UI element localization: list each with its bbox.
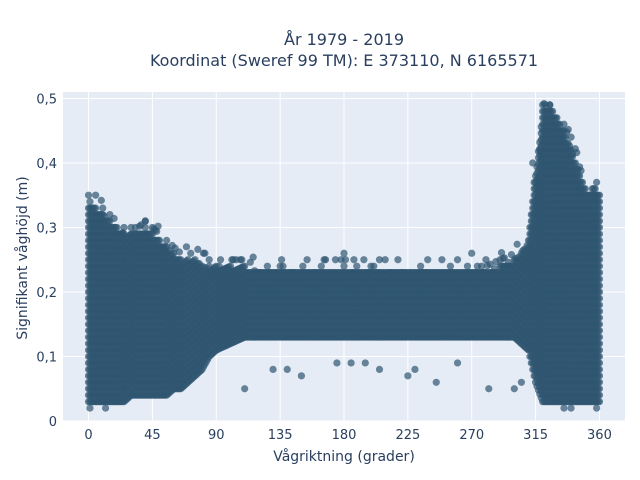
data-point <box>438 256 446 264</box>
data-point <box>86 198 94 206</box>
data-point <box>350 256 358 264</box>
data-point <box>175 248 183 256</box>
data-point <box>110 214 118 223</box>
data-point <box>205 256 213 264</box>
data-point <box>394 256 402 264</box>
data-point <box>299 262 307 270</box>
data-point <box>303 256 311 264</box>
data-point <box>249 253 257 261</box>
data-point <box>216 256 225 264</box>
data-point <box>381 256 389 264</box>
data-points <box>84 100 604 412</box>
data-point <box>154 222 162 230</box>
data-point <box>417 262 425 270</box>
data-point <box>317 262 325 270</box>
data-point <box>370 262 378 270</box>
data-point <box>463 262 472 270</box>
data-point <box>277 256 286 264</box>
data-point <box>92 204 100 212</box>
data-point <box>353 262 361 270</box>
data-point <box>453 256 462 264</box>
data-point <box>141 223 149 232</box>
data-point <box>513 240 521 248</box>
data-point <box>321 256 330 264</box>
data-point <box>120 223 128 232</box>
data-point <box>279 262 287 270</box>
data-point <box>99 204 107 212</box>
data-point <box>263 262 271 270</box>
data-point <box>340 262 348 270</box>
data-point <box>97 196 105 204</box>
data-point <box>341 256 350 264</box>
data-point <box>201 249 209 257</box>
data-point <box>113 223 121 232</box>
data-point <box>187 249 195 257</box>
data-point <box>92 191 100 199</box>
data-point <box>163 236 171 244</box>
data-point <box>446 262 455 270</box>
data-point <box>182 243 191 251</box>
data-point <box>238 256 246 264</box>
data-point <box>155 236 164 244</box>
data-point <box>360 256 368 264</box>
data-point <box>424 256 432 264</box>
